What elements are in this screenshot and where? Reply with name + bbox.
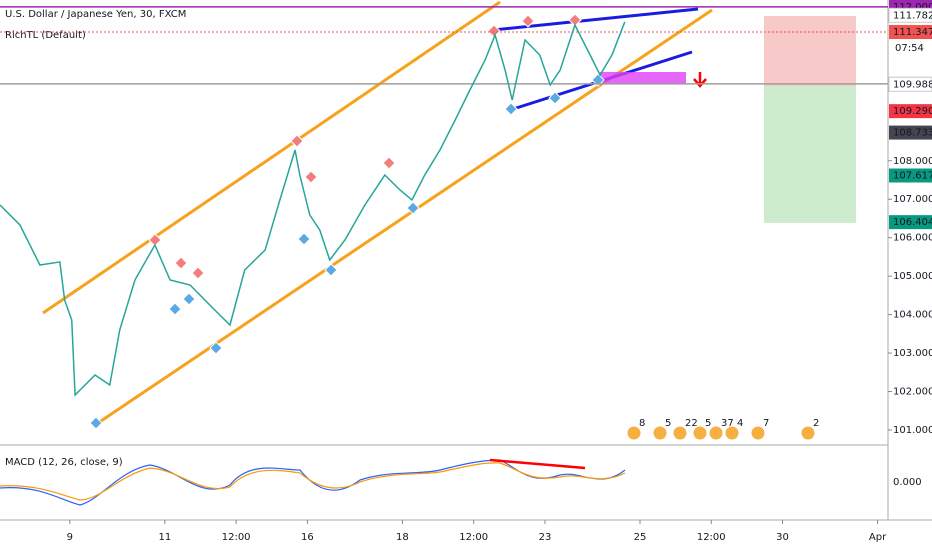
down-arrow (693, 72, 707, 88)
x-tick-label: 23 (539, 532, 552, 543)
x-tick-label: 12:00 (459, 532, 488, 543)
x-tick-label: 18 (396, 532, 409, 543)
event-icon (626, 425, 642, 441)
price-tag-label: 107.617 (893, 171, 932, 182)
x-tick-label: 16 (301, 532, 314, 543)
indicator-label: RichTL (Default) (5, 30, 86, 41)
x-tick-label: 9 (67, 532, 73, 543)
x-tick-label: 25 (634, 532, 647, 543)
event-icon (800, 425, 816, 441)
price-tag (889, 104, 932, 119)
divergence-line (489, 458, 586, 470)
macd-tick-label: 0.000 (893, 477, 922, 488)
y-tick-label: 105.000 (893, 271, 932, 282)
price-tag-label: 109.290 (893, 106, 932, 117)
event-count: 5 (705, 418, 711, 429)
event-count: 37 (721, 418, 734, 429)
price-tag (889, 25, 932, 40)
event-count: 2 (813, 418, 819, 429)
y-tick-label: 104.000 (893, 310, 932, 321)
event-count: 4 (737, 418, 743, 429)
event-icon (692, 425, 708, 441)
y-tick-label: 106.000 (893, 233, 932, 244)
target-zone (764, 86, 856, 223)
x-tick-label: 12:00 (222, 532, 251, 543)
x-tick-label: Apr (869, 532, 887, 543)
price-tag (888, 7, 932, 23)
countdown: 07:54 (895, 43, 924, 54)
price-tag (889, 215, 932, 230)
y-tick-label: 107.000 (893, 194, 932, 205)
event-icon (750, 425, 766, 441)
price-tag (888, 76, 932, 92)
event-count: 7 (763, 418, 769, 429)
event-icon (652, 425, 668, 441)
price-tag-label: 111.782 (893, 10, 932, 21)
y-tick-label: 108.000 (893, 156, 932, 167)
channel-upper (42, 0, 501, 315)
event-icon (708, 425, 724, 441)
signal-line (0, 462, 626, 501)
price-tag-label: 106.404 (893, 217, 932, 228)
price-tag (889, 168, 932, 183)
stop-zone (764, 16, 856, 86)
event-count: 8 (639, 418, 645, 429)
event-count: 22 (685, 418, 698, 429)
price-tag-label: 109.988 (893, 79, 932, 90)
price-tag-label: 111.347 (893, 27, 932, 38)
event-icon (724, 425, 740, 441)
price-tag (889, 125, 932, 140)
chart-title: U.S. Dollar / Japanese Yen, 30, FXCM (5, 9, 186, 20)
trough-markers (89, 73, 605, 430)
x-tick-label: 11 (158, 532, 171, 543)
x-tick-label: 12:00 (697, 532, 726, 543)
price-tag-label: 112.000 (893, 2, 932, 13)
macd-label: MACD (12, 26, close, 9) (5, 457, 123, 468)
price-line-series (0, 21, 626, 397)
y-tick-label: 102.000 (893, 387, 932, 398)
event-icon (672, 425, 688, 441)
zone (600, 72, 686, 84)
y-tick-label: 103.000 (893, 348, 932, 359)
price-tag-label: 108.733 (893, 128, 932, 139)
y-tick-label: 101.000 (893, 425, 932, 436)
event-count: 5 (665, 418, 671, 429)
x-tick-label: 30 (776, 532, 789, 543)
